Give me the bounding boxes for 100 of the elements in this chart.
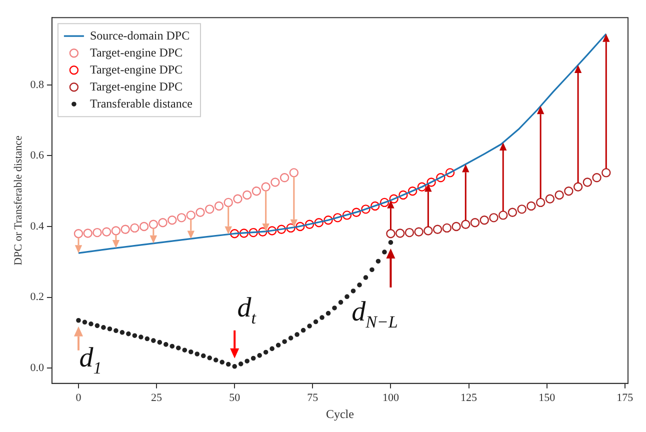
point xyxy=(404,228,414,238)
point xyxy=(352,208,361,217)
point xyxy=(602,168,611,178)
point xyxy=(307,324,312,328)
point xyxy=(186,210,196,220)
point xyxy=(554,190,564,200)
point xyxy=(248,228,258,238)
x-tick-label: 25 xyxy=(151,392,163,404)
point xyxy=(257,353,262,358)
y-tick-label: 0.2 xyxy=(30,291,44,304)
point xyxy=(333,213,342,222)
legend-label: Transferable distance xyxy=(90,96,192,110)
point xyxy=(101,325,106,330)
x-tick-label: 150 xyxy=(538,392,556,404)
point xyxy=(545,194,555,204)
point xyxy=(398,190,408,200)
point xyxy=(370,201,380,211)
point xyxy=(470,218,480,228)
x-tick-label: 175 xyxy=(616,392,634,404)
point xyxy=(395,228,405,238)
point xyxy=(196,208,205,217)
point xyxy=(220,360,225,365)
point xyxy=(526,201,536,211)
point xyxy=(92,228,102,238)
y-tick-label: 0.6 xyxy=(30,150,44,162)
point xyxy=(276,224,286,234)
point xyxy=(314,218,324,228)
point xyxy=(107,326,112,332)
point xyxy=(224,198,233,208)
point xyxy=(120,224,130,234)
x-tick-label: 125 xyxy=(460,392,478,404)
point xyxy=(498,210,508,220)
point xyxy=(286,223,296,233)
point xyxy=(214,201,224,211)
point xyxy=(205,204,214,214)
point xyxy=(389,194,398,204)
point xyxy=(233,194,242,204)
point xyxy=(270,346,274,352)
point xyxy=(74,229,84,238)
legend-label: Target-engine DPC xyxy=(90,79,183,94)
point xyxy=(382,250,387,254)
point xyxy=(342,210,352,220)
point xyxy=(182,348,188,353)
point xyxy=(289,168,299,178)
point xyxy=(200,353,206,358)
point xyxy=(151,338,156,343)
point xyxy=(102,227,112,236)
point xyxy=(120,330,125,335)
point xyxy=(313,319,318,324)
point xyxy=(111,226,121,236)
point xyxy=(386,229,396,238)
point xyxy=(126,331,131,336)
point xyxy=(320,315,324,320)
point xyxy=(157,340,162,345)
point xyxy=(361,204,370,214)
point xyxy=(239,228,249,238)
point xyxy=(144,336,150,342)
point xyxy=(517,204,526,214)
y-tick-label: 0.0 xyxy=(30,362,44,374)
point xyxy=(148,220,158,230)
point xyxy=(132,333,138,338)
point xyxy=(114,328,118,334)
point xyxy=(376,258,381,264)
point xyxy=(258,227,268,236)
point xyxy=(188,349,194,354)
point xyxy=(508,208,518,217)
point xyxy=(332,306,337,310)
point xyxy=(432,224,442,234)
legend-label: Target-engine DPC xyxy=(90,45,183,60)
point xyxy=(194,352,200,356)
point xyxy=(582,178,592,187)
point xyxy=(252,186,262,196)
point xyxy=(326,310,331,316)
point xyxy=(564,186,574,196)
point xyxy=(357,282,362,288)
point xyxy=(168,216,177,225)
legend-label: Source-domain DPC xyxy=(90,28,190,42)
point xyxy=(94,323,100,328)
point xyxy=(414,227,424,236)
point xyxy=(424,226,433,236)
point xyxy=(213,358,218,362)
point xyxy=(461,220,470,230)
point xyxy=(296,222,305,232)
point xyxy=(489,213,498,222)
point xyxy=(230,229,240,238)
x-tick-label: 100 xyxy=(382,392,400,404)
point xyxy=(83,228,92,238)
point xyxy=(452,222,461,232)
point xyxy=(158,218,168,228)
point xyxy=(417,182,427,192)
point xyxy=(232,364,237,369)
point xyxy=(282,339,287,344)
point xyxy=(288,336,294,340)
point xyxy=(207,356,212,360)
point xyxy=(250,356,256,361)
legend-label: Target-engine DPC xyxy=(90,62,183,76)
y-axis-title: DPC or Transferable distance xyxy=(12,135,24,266)
point xyxy=(244,358,250,364)
point xyxy=(238,362,244,366)
point xyxy=(573,182,583,192)
